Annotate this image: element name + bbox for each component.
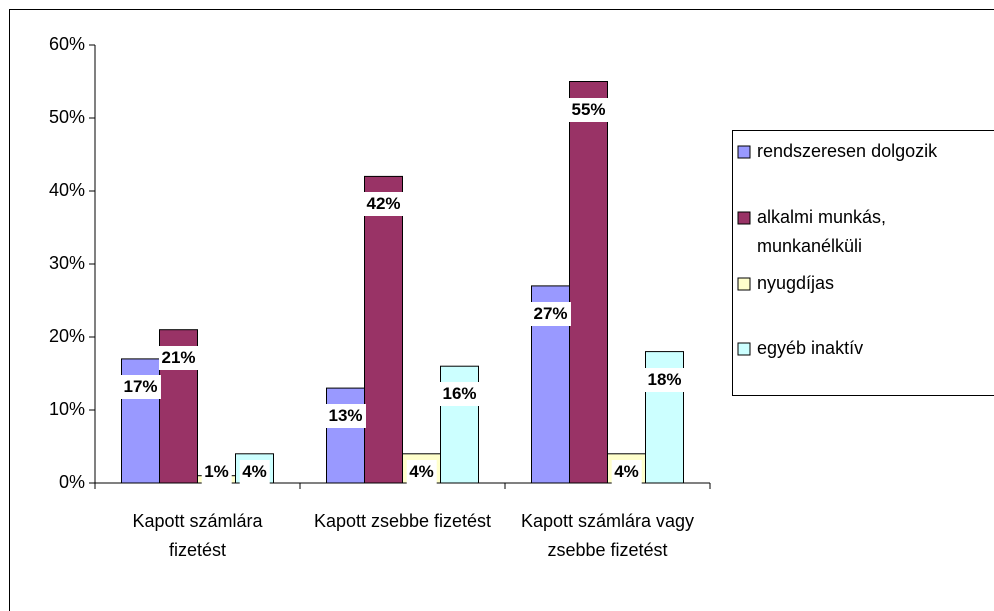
legend-label: egyéb inaktív [757, 338, 864, 358]
value-label: 21% [158, 345, 199, 370]
bar [326, 387, 365, 484]
value-label: 18% [644, 367, 685, 392]
bar [569, 81, 608, 484]
x-tick-label: Kapott zsebbe fizetést [313, 511, 492, 531]
x-tick-label: Kapott számlára fizetést [132, 511, 263, 560]
bar [364, 175, 403, 484]
y-tick-label: 30% [49, 253, 85, 273]
legend-swatch [737, 277, 751, 291]
value-label: 42% [363, 192, 404, 217]
legend-label: nyugdíjas [757, 273, 835, 293]
value-label: 13% [325, 404, 366, 429]
value-label: 4% [611, 460, 642, 484]
y-tick-label: 0% [59, 472, 85, 492]
y-tick-label: 10% [49, 399, 85, 419]
legend-swatch [737, 211, 751, 225]
frame [9, 9, 994, 611]
x-tick-label: Kapott számlára vagy zsebbe fizetést [520, 511, 695, 560]
value-label: 27% [530, 301, 571, 326]
value-label: 55% [568, 97, 609, 122]
y-tick-label: 50% [49, 107, 85, 127]
value-label: 4% [406, 460, 437, 484]
legend-box [732, 130, 994, 396]
value-label: 16% [439, 382, 480, 407]
legend-label: alkalmi munkás, munkanélküli [757, 207, 887, 256]
legend-swatch [737, 145, 751, 159]
value-label: 1% [201, 460, 232, 484]
value-label: 4% [239, 460, 270, 484]
y-tick-label: 40% [49, 180, 85, 200]
y-tick-label: 20% [49, 326, 85, 346]
legend-label: rendszeresen dolgozik [757, 141, 938, 161]
legend-swatch [737, 342, 751, 356]
y-tick-label: 60% [49, 34, 85, 54]
value-label: 17% [120, 374, 161, 399]
